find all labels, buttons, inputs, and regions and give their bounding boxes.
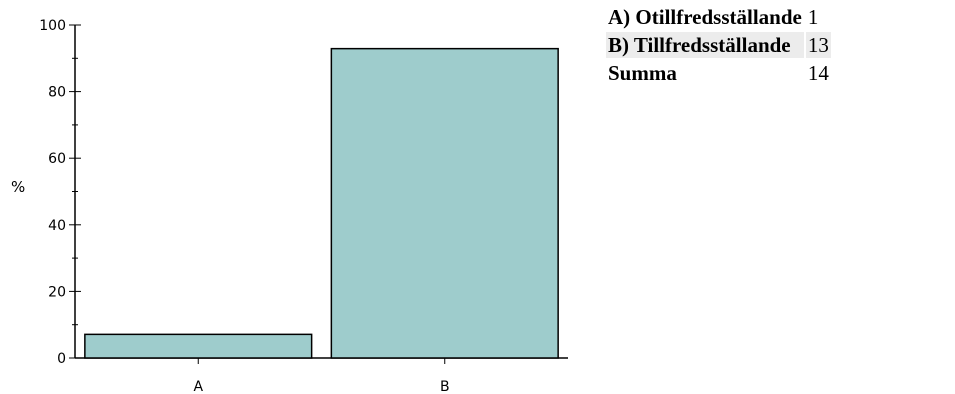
x-tick-label: B bbox=[440, 379, 450, 394]
x-tick-label: A bbox=[193, 379, 203, 394]
summary-table: A) Otillfredsställande 1 B) Tillfredsstä… bbox=[604, 2, 833, 88]
y-tick-label: 20 bbox=[48, 284, 66, 300]
summary-row-a: A) Otillfredsställande 1 bbox=[606, 4, 831, 30]
bars bbox=[85, 49, 558, 358]
y-axis: 0 20 40 60 80 100 bbox=[39, 18, 81, 367]
y-tick-label: 80 bbox=[48, 85, 66, 101]
y-tick-label: 60 bbox=[48, 151, 66, 167]
summary-count: 1 bbox=[806, 4, 831, 30]
bar-a bbox=[85, 334, 312, 358]
summary-row-total: Summa 14 bbox=[606, 60, 831, 86]
y-tick-label: 40 bbox=[48, 218, 66, 234]
summary-count: 14 bbox=[806, 60, 831, 86]
y-tick-label: 0 bbox=[57, 351, 66, 367]
summary-label: A) Otillfredsställande bbox=[606, 4, 804, 30]
bar-b bbox=[331, 49, 558, 358]
y-tick-label: 100 bbox=[39, 18, 66, 34]
y-axis-title: % bbox=[11, 178, 25, 196]
summary-label: B) Tillfredsställande bbox=[606, 32, 804, 58]
summary-count: 13 bbox=[806, 32, 831, 58]
summary-row-b: B) Tillfredsställande 13 bbox=[606, 32, 831, 58]
summary-label: Summa bbox=[606, 60, 804, 86]
